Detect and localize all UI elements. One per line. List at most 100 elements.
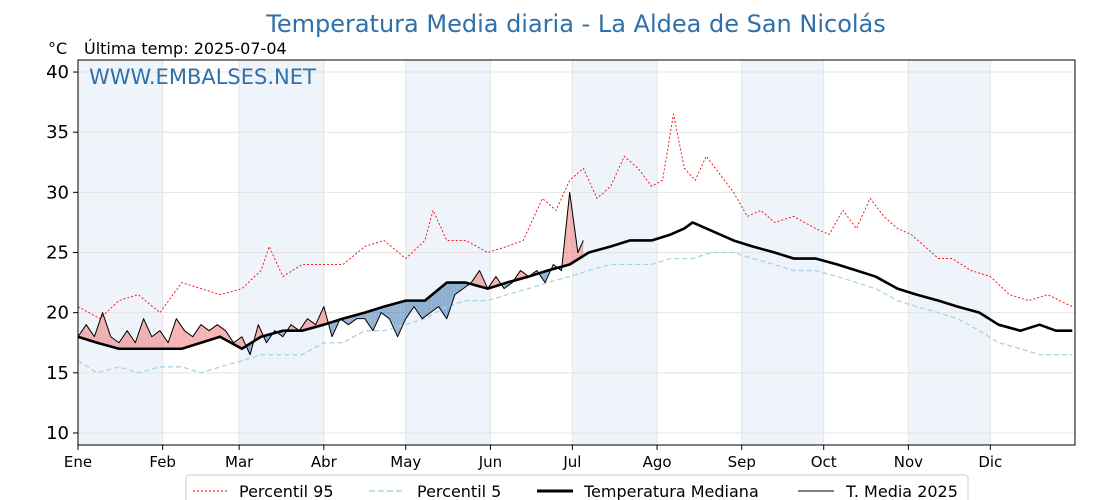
fill-above-median (106, 324, 109, 346)
fill-above-median (88, 328, 91, 341)
fill-above-median (116, 340, 118, 349)
fill-below-median (445, 282, 447, 319)
fill-above-median (155, 332, 158, 349)
fill-below-median (383, 306, 386, 316)
fill-below-median (407, 300, 409, 317)
y-tick-label: 20 (46, 303, 69, 324)
fill-above-median (113, 338, 115, 348)
fill-above-median (153, 334, 155, 349)
series-line-temperatura-mediana (77, 221, 1073, 351)
fill-below-median (370, 310, 372, 329)
fill-below-median (460, 282, 462, 291)
fill-above-median (322, 306, 324, 326)
fill-below-median (409, 300, 412, 313)
fill-above-median (120, 338, 122, 349)
fill-above-median (580, 243, 582, 258)
fill-above-median (87, 326, 89, 341)
fill-below-median (439, 287, 442, 311)
fill-above-median (210, 328, 212, 340)
watermark: WWW.EMBALSES.NET (89, 65, 316, 89)
fill-below-median (422, 300, 424, 319)
fill-above-median (224, 329, 226, 340)
fill-above-median (217, 324, 219, 338)
fill-above-median (569, 192, 572, 265)
fill-above-median (221, 327, 223, 339)
y-tick-label: 40 (46, 62, 69, 83)
fill-above-median (181, 326, 184, 349)
fill-below-median (420, 300, 423, 319)
fill-below-median (404, 300, 406, 322)
fill-above-median (222, 328, 225, 339)
y-tick-label: 10 (46, 423, 69, 444)
fill-above-median (308, 319, 311, 329)
fill-below-median (423, 300, 425, 318)
x-tick-label: May (390, 453, 421, 471)
fill-below-median (418, 300, 420, 315)
x-tick-label: Jun (478, 453, 502, 471)
fill-above-median (307, 318, 309, 330)
x-tick-label: Oct (811, 453, 837, 471)
fill-below-median (396, 302, 398, 337)
fill-below-median (449, 282, 451, 311)
fill-above-median (187, 332, 189, 348)
fill-below-median (400, 301, 402, 331)
fill-above-median (256, 324, 259, 340)
fill-above-median (183, 328, 185, 349)
fill-above-median (494, 276, 496, 287)
x-tick-label: Ene (64, 453, 92, 471)
legend-label-mediana: Temperatura Mediana (583, 482, 759, 500)
fill-below-median (330, 322, 333, 337)
fill-above-median (291, 324, 293, 331)
fill-above-median (479, 270, 481, 287)
fill-above-median (203, 326, 206, 342)
fill-above-median (176, 318, 178, 349)
fill-above-median (198, 326, 200, 344)
y-tick-label: 30 (46, 182, 69, 203)
fill-above-median (158, 330, 160, 349)
fill-above-median (185, 331, 188, 348)
fill-below-median (430, 294, 432, 313)
fill-above-median (180, 324, 182, 349)
legend: Percentil 95 Percentil 5 Temperatura Med… (185, 474, 969, 500)
x-tick-label: Sep (728, 453, 756, 471)
legend-box (185, 474, 969, 500)
fill-above-median (225, 330, 227, 341)
fill-below-median (366, 311, 368, 323)
fill-above-median (128, 332, 130, 349)
fill-below-median (382, 306, 384, 315)
fill-above-median (151, 335, 154, 349)
fill-below-median (444, 283, 446, 317)
fill-below-median (403, 301, 405, 325)
fill-above-median (202, 325, 204, 343)
fill-above-median (564, 231, 566, 267)
fill-above-median (125, 330, 128, 349)
fill-above-median (157, 331, 159, 349)
fill-below-median (459, 282, 461, 292)
fill-below-median (401, 301, 404, 328)
series-line-percentil-95 (77, 113, 1073, 320)
fill-above-median (476, 272, 479, 286)
fill-above-median (142, 318, 144, 349)
legend-label-p5: Percentil 5 (417, 482, 501, 500)
x-tick-label: Jul (562, 453, 581, 471)
fill-above-median (103, 316, 106, 345)
fill-above-median (165, 338, 167, 349)
fill-above-median (121, 336, 124, 349)
fill-below-median (438, 288, 440, 309)
fill-below-median (441, 285, 443, 313)
fill-above-median (149, 330, 151, 349)
fill-above-median (173, 322, 175, 349)
fill-below-median (426, 298, 428, 316)
fill-below-median (452, 282, 454, 303)
fill-below-median (456, 282, 458, 294)
fill-above-median (478, 270, 480, 287)
fill-below-median (367, 311, 369, 325)
fill-above-median (568, 192, 570, 265)
fill-below-median (424, 299, 427, 317)
x-tick-label: Feb (149, 453, 176, 471)
fill-above-median (101, 312, 103, 345)
fill-below-median (431, 293, 434, 312)
fill-below-median (415, 300, 417, 311)
fill-above-median (571, 202, 573, 264)
